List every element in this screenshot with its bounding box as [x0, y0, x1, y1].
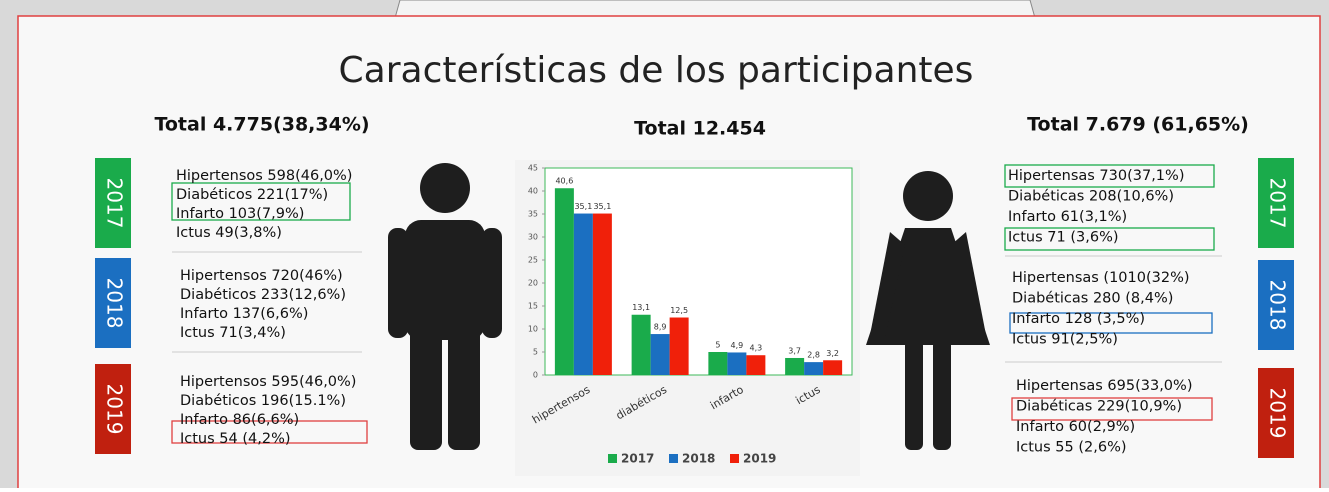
value-label: 2,8: [807, 351, 820, 360]
bar: [746, 355, 766, 375]
stat-line: Diabéticas 208(10,6%): [1008, 189, 1174, 205]
stat-line: Diabéticos 196(15.1%): [180, 393, 346, 409]
stat-line: Ictus 49(3,8%): [176, 225, 282, 241]
woman-icon: [866, 171, 990, 450]
year-badge: [95, 158, 131, 248]
chart-title: Total 12.454: [634, 118, 766, 140]
stat-line: Diabéticas 229(10,9%): [1016, 399, 1182, 415]
y-tick-label: 15: [528, 302, 538, 311]
stat-line: Infarto 61(3,1%): [1008, 209, 1127, 225]
legend-label: 2017: [621, 452, 654, 466]
value-label: 35,1: [574, 202, 592, 211]
y-tick-label: 10: [528, 325, 538, 334]
bar: [785, 357, 805, 375]
stat-line: Ictus 55 (2,6%): [1016, 440, 1127, 456]
stat-line: Infarto 103(7,9%): [176, 206, 304, 222]
legend-swatch: [608, 454, 617, 463]
slide-title: Características de los participantes: [339, 50, 974, 91]
value-label: 13,1: [632, 303, 650, 312]
y-tick-label: 45: [528, 164, 538, 173]
value-label: 4,9: [731, 341, 744, 350]
bar: [631, 314, 651, 375]
highlights: [171, 164, 1215, 444]
bar: [823, 360, 843, 375]
year-label: 2019: [1266, 388, 1290, 439]
y-tick-label: 0: [533, 371, 538, 380]
highlight-box: [1004, 164, 1215, 188]
stat-line: Hipertensos 720(46%): [180, 268, 343, 284]
legend-swatch: [730, 454, 739, 463]
legend-label: 2019: [743, 452, 776, 466]
stat-line: Ictus 71 (3,6%): [1008, 230, 1119, 246]
stat-line: Infarto 60(2,9%): [1016, 419, 1135, 435]
y-tick-label: 20: [528, 279, 538, 288]
bar: [650, 334, 670, 375]
value-label: 40,6: [555, 177, 573, 186]
right-total: Total 7.679 (61,65%): [1027, 114, 1249, 136]
bar: [592, 213, 612, 375]
value-label: 35,1: [593, 202, 611, 211]
stat-line: Hipertensos 595(46,0%): [180, 374, 356, 390]
stat-line: Diabéticos 221(17%): [176, 187, 328, 203]
stat-line: Hipertensos 598(46,0%): [176, 168, 352, 184]
highlight-box: [171, 182, 351, 221]
value-label: 12,5: [670, 306, 688, 315]
value-label: 4,3: [750, 344, 763, 353]
year-badge: [1258, 158, 1294, 248]
year-label: 2017: [103, 178, 127, 229]
highlight-box: [1011, 397, 1213, 421]
bar: [708, 352, 728, 375]
stat-line: Ictus 91(2,5%): [1012, 332, 1118, 348]
stat-line: Infarto 86(6,6%): [180, 412, 299, 428]
man-icon: [388, 163, 502, 450]
stat-line: Ictus 71(3,4%): [180, 325, 286, 341]
highlight-box: [1009, 312, 1213, 334]
y-tick-label: 25: [528, 256, 538, 265]
bar: [669, 317, 689, 375]
stat-line: Diabéticos 233(12,6%): [180, 287, 346, 303]
bar: [804, 362, 824, 375]
bar: [727, 352, 747, 375]
stat-line: Hipertensas 695(33,0%): [1016, 378, 1192, 394]
legend-label: 2018: [682, 452, 715, 466]
highlight-box: [171, 420, 368, 444]
value-label: 5: [715, 341, 720, 350]
legend-swatch: [669, 454, 678, 463]
year-badge: [1258, 368, 1294, 458]
year-badge: [1258, 260, 1294, 350]
year-label: 2017: [1266, 178, 1290, 229]
year-label: 2018: [103, 278, 127, 329]
bar: [573, 213, 593, 375]
value-label: 3,2: [826, 349, 839, 358]
stat-line: Diabéticas 280 (8,4%): [1012, 291, 1173, 307]
y-tick-label: 30: [528, 233, 538, 242]
left-total: Total 4.775(38,34%): [154, 114, 369, 136]
highlight-box: [1004, 227, 1215, 251]
stat-line: Ictus 54 (4,2%): [180, 431, 291, 447]
bar: [554, 188, 574, 375]
stat-line: Hipertensas 730(37,1%): [1008, 168, 1184, 184]
year-badge: [95, 258, 131, 348]
value-label: 3,7: [788, 346, 801, 355]
y-tick-label: 35: [528, 210, 538, 219]
stat-line: Infarto 128 (3,5%): [1012, 311, 1145, 327]
stat-line: Hipertensas (1010(32%): [1012, 270, 1190, 286]
year-label: 2018: [1266, 280, 1290, 331]
year-label: 2019: [103, 384, 127, 435]
value-label: 8,9: [654, 323, 667, 332]
y-tick-label: 40: [528, 187, 538, 196]
stat-line: Infarto 137(6,6%): [180, 306, 308, 322]
year-badge: [95, 364, 131, 454]
y-tick-label: 5: [533, 348, 538, 357]
